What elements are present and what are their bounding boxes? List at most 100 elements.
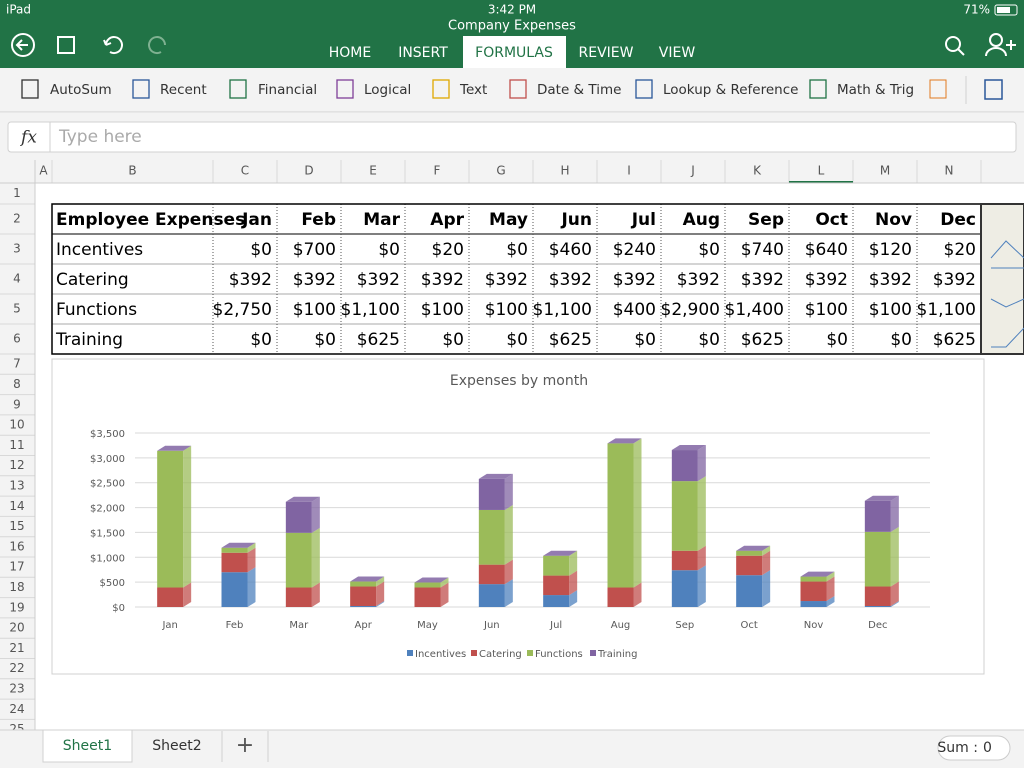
table-cell[interactable]: $625 [549,330,592,350]
add-sheet-button[interactable]: + [236,733,254,758]
command-label[interactable]: Logical [364,82,411,98]
table-cell[interactable]: $100 [869,300,912,320]
table-cell[interactable]: Training [55,330,123,350]
table-cell[interactable]: $0 [378,240,400,260]
table-cell[interactable]: $2,750 [213,300,272,320]
command-label[interactable]: Date & Time [537,82,621,98]
sheet-tab[interactable]: Sheet2 [152,738,201,754]
column-header[interactable]: C [241,164,249,178]
row-header[interactable]: 11 [9,438,24,452]
table-cell[interactable]: $100 [805,300,848,320]
more-button[interactable] [929,79,947,99]
row-header[interactable]: 23 [9,681,24,695]
row-header[interactable]: 12 [9,458,24,472]
row-header[interactable]: 6 [13,332,21,346]
table-cell[interactable]: $1,400 [725,300,784,320]
command-label[interactable]: Text [459,82,487,98]
table-cell[interactable]: $625 [933,330,976,350]
search-button[interactable] [945,36,961,52]
calculator-button[interactable] [984,79,1003,100]
table-header-cell[interactable]: Dec [940,210,976,230]
table-cell[interactable]: $700 [293,240,336,260]
table-cell[interactable]: $392 [357,270,400,290]
file-button[interactable] [57,36,75,54]
table-cell[interactable]: $640 [805,240,848,260]
table-header-cell[interactable]: Jul [631,210,656,230]
table-cell[interactable]: $0 [890,330,912,350]
row-header[interactable]: 20 [9,621,24,635]
table-cell[interactable]: $0 [314,330,336,350]
row-header[interactable]: 5 [13,302,21,316]
undo-button[interactable] [103,36,123,55]
table-cell[interactable]: $392 [293,270,336,290]
table-header-cell[interactable]: May [489,210,528,230]
column-header[interactable]: J [690,164,695,178]
table-cell[interactable]: $1,100 [917,300,976,320]
table-header-cell[interactable]: Employee Expenses [56,210,245,230]
row-header[interactable]: 1 [13,186,21,200]
row-header[interactable]: 10 [9,418,24,432]
ribbon-tab[interactable]: INSERT [398,45,448,61]
table-cell[interactable]: $0 [442,330,464,350]
row-header[interactable]: 15 [9,519,24,533]
ribbon-tab[interactable]: FORMULAS [475,45,553,61]
table-cell[interactable]: $100 [421,300,464,320]
table-header-cell[interactable]: Feb [301,210,336,230]
table-cell[interactable]: $100 [485,300,528,320]
column-header[interactable]: K [753,164,762,178]
row-header[interactable]: 2 [13,212,21,226]
row-header[interactable]: 4 [13,272,21,286]
row-header[interactable]: 14 [9,499,24,513]
row-header[interactable]: 3 [13,242,21,256]
row-header[interactable]: 9 [13,397,21,411]
table-cell[interactable]: $0 [250,240,272,260]
table-cell[interactable]: $0 [698,240,720,260]
table-cell[interactable]: Catering [56,270,129,290]
table-cell[interactable]: $392 [677,270,720,290]
row-header[interactable]: 8 [13,377,21,391]
table-cell[interactable]: $392 [933,270,976,290]
redo-button[interactable] [148,36,166,55]
table-cell[interactable]: $392 [741,270,784,290]
table-cell[interactable]: $625 [357,330,400,350]
table-cell[interactable]: $392 [421,270,464,290]
back-button[interactable] [11,33,35,57]
table-cell[interactable]: $120 [869,240,912,260]
command-label[interactable]: Financial [258,82,317,98]
command-label[interactable]: AutoSum [50,82,112,98]
table-cell[interactable]: $0 [506,240,528,260]
row-header[interactable]: 7 [13,357,21,371]
table-cell[interactable]: $1,100 [341,300,400,320]
row-header[interactable]: 16 [9,539,24,553]
table-header-cell[interactable]: Aug [683,210,720,230]
column-header[interactable]: B [128,164,136,178]
table-header-cell[interactable]: Apr [430,210,464,230]
table-cell[interactable]: Functions [56,300,137,320]
table-cell[interactable]: $400 [613,300,656,320]
table-cell[interactable]: $100 [293,300,336,320]
column-header[interactable]: N [945,164,954,178]
column-header[interactable]: M [880,164,890,178]
table-header-cell[interactable]: Nov [875,210,912,230]
table-cell[interactable]: $0 [634,330,656,350]
row-header[interactable]: 17 [9,560,24,574]
table-cell[interactable]: $1,100 [533,300,592,320]
row-header[interactable]: 21 [9,641,24,655]
table-cell[interactable]: $0 [506,330,528,350]
table-cell[interactable]: Incentives [56,240,143,260]
table-cell[interactable]: $740 [741,240,784,260]
table-cell[interactable]: $20 [944,240,976,260]
row-header[interactable]: 24 [9,702,24,716]
table-cell[interactable]: $460 [549,240,592,260]
column-header[interactable]: A [39,164,48,178]
ribbon-tab[interactable]: VIEW [659,45,696,61]
column-header[interactable]: E [369,164,377,178]
column-header[interactable]: H [560,164,569,178]
table-cell[interactable]: $392 [613,270,656,290]
document-title[interactable]: Company Expenses [448,19,576,34]
column-header[interactable]: G [496,164,505,178]
ribbon-tab[interactable]: REVIEW [579,45,634,61]
table-header-cell[interactable]: Oct [815,210,848,230]
table-cell[interactable]: $0 [250,330,272,350]
row-header[interactable]: 19 [9,600,24,614]
